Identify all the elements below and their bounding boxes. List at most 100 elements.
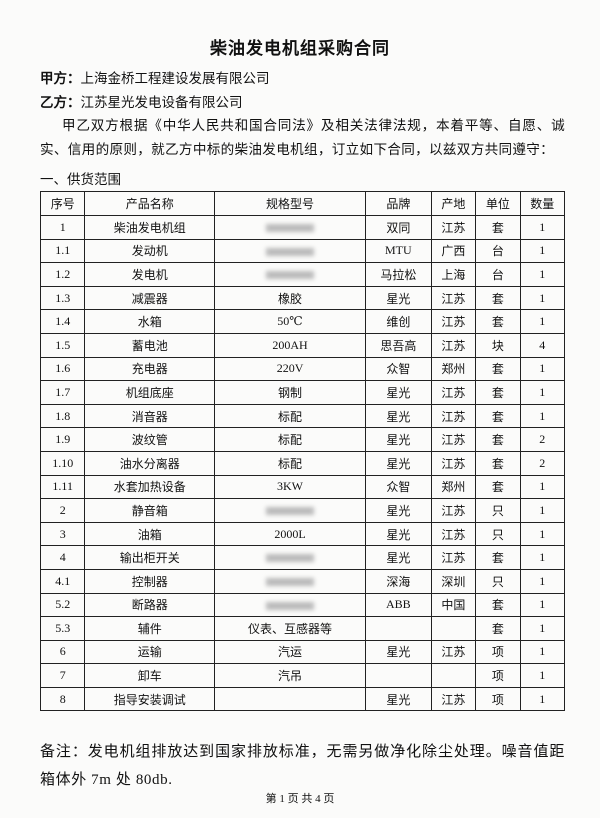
table-cell: 1 [519, 403, 566, 429]
table-cell: 1 [519, 356, 566, 382]
table-cell: 1 [519, 215, 566, 240]
table-cell: 套 [475, 616, 521, 641]
table-cell [214, 592, 366, 618]
table-cell: 200AH [214, 332, 366, 358]
table-cell: 江苏 [430, 450, 477, 476]
table-cell: 星光 [365, 427, 432, 452]
table-cell [214, 686, 366, 712]
table-cell: 台 [475, 238, 521, 264]
table-cell: 星光 [365, 545, 432, 570]
table-cell: 江苏 [430, 639, 477, 665]
table-cell: 星光 [365, 498, 432, 523]
column-header: 规格型号 [214, 191, 366, 216]
table-cell: 1.1 [39, 238, 86, 264]
table-cell: 套 [475, 215, 521, 240]
table-cell: 上海 [430, 262, 477, 287]
table-cell: 项 [475, 686, 521, 712]
section-heading: 一、供货范围 [40, 172, 121, 187]
table-cell: 项 [475, 663, 521, 688]
table-cell: 江苏 [430, 545, 477, 570]
doc-title: 柴油发电机组采购合同 [210, 39, 390, 58]
table-cell [365, 616, 432, 641]
table-cell [430, 616, 477, 641]
table-cell: 2 [519, 427, 566, 452]
table-cell: 减震器 [84, 285, 216, 311]
table-cell: 只 [475, 568, 521, 594]
table-cell [214, 568, 366, 594]
table-row: 1.10 油水分离器 标配 星光 江苏套 2 [39, 450, 566, 476]
table-cell: 江苏 [430, 521, 477, 547]
table-cell: 5.3 [39, 616, 86, 641]
table-cell: 套 [475, 285, 521, 311]
table-cell: 1 [519, 309, 566, 334]
supply-table: 序号 产品名称 规格型号 品牌 产地 单位 数量 1 柴油发电机组 双同 江苏套 1 1.1 发动机 MTU… [39, 191, 566, 712]
table-cell: 星光 [365, 403, 432, 429]
table-row: 1.5 蓄电池 200AH 思吾高 江苏块 4 [39, 332, 566, 358]
table-row: 5.2 断路器 ABB 中国套 1 [39, 592, 566, 618]
table-cell: 4 [39, 545, 86, 570]
table-row: 1.4 水箱 50℃ 维创 江苏套 1 [39, 309, 566, 334]
redacted-text [266, 601, 315, 610]
table-cell: 1 [519, 262, 566, 287]
table-cell: 中国 [430, 592, 477, 618]
table-cell: 江苏 [430, 686, 477, 712]
table-row: 7 卸车 汽吊 项 1 [39, 663, 566, 688]
table-cell: 1.9 [39, 427, 86, 452]
table-cell: 6 [39, 639, 86, 665]
header-row: 序号 产品名称 规格型号 品牌 产地 单位 数量 [39, 191, 566, 216]
redacted-text [266, 577, 315, 586]
table-cell: 套 [475, 545, 521, 570]
table-cell [365, 663, 432, 688]
table-cell: 输出柜开关 [84, 545, 216, 570]
table-cell: 油箱 [84, 521, 216, 547]
table-cell: 1 [519, 663, 566, 688]
table-cell: 7 [39, 663, 86, 688]
table-row: 5.3 辅件 仪表、互感器等 套 1 [39, 616, 566, 641]
table-cell: 深海 [365, 568, 432, 594]
column-header: 数量 [519, 191, 566, 216]
table-cell: 1 [519, 498, 566, 523]
page-footer: 第 1 页 共 4 页 [265, 793, 335, 805]
table-cell: 套 [475, 427, 521, 452]
table-cell: 波纹管 [84, 427, 216, 452]
table-cell: 江苏 [430, 380, 477, 405]
table-cell: 1 [519, 474, 566, 500]
table-cell: 220V [214, 356, 366, 382]
table-cell: 控制器 [84, 568, 216, 594]
table-cell: 橡胶 [214, 285, 366, 311]
table-cell: 指导安装调试 [84, 686, 216, 712]
table-cell: 江苏 [430, 309, 477, 334]
table-cell: 套 [475, 450, 521, 476]
table-cell [214, 262, 366, 287]
table-cell: 2 [519, 450, 566, 476]
table-cell: 思吾高 [365, 332, 432, 358]
table-row: 1 柴油发电机组 双同 江苏套 1 [39, 215, 566, 240]
table-cell: 消音器 [84, 403, 216, 429]
table-cell: 块 [475, 332, 521, 358]
table-cell: 标配 [214, 450, 366, 476]
table-cell: 江苏 [430, 498, 477, 523]
party-label: 甲方： [40, 71, 81, 86]
table-cell: 1.11 [39, 474, 86, 500]
table-cell: 江苏 [430, 427, 477, 452]
table-cell [214, 215, 366, 240]
column-header: 序号 [39, 191, 86, 216]
table-cell: 星光 [365, 686, 432, 712]
table-cell: 充电器 [84, 356, 216, 382]
table-cell: 1.3 [39, 285, 86, 311]
redacted-text [266, 224, 315, 233]
table-cell [214, 545, 366, 570]
table-cell: 2 [39, 498, 86, 523]
party-name: 上海金桥工程建设发展有限公司 [80, 71, 270, 86]
column-header: 产品名称 [84, 191, 216, 216]
table-cell: 发电机 [84, 262, 216, 287]
table-cell: 双同 [365, 215, 432, 240]
table-cell: 5.2 [39, 592, 86, 618]
intro: 甲乙双方根据《中华人民共和国合同法》及相关法律法规，本着平等、自愿、诚实、信用的… [40, 118, 565, 157]
table-cell: 江苏 [430, 285, 477, 311]
table-cell: 1.10 [39, 450, 86, 476]
table-cell: 1.4 [39, 309, 86, 334]
table-cell: 1.6 [39, 356, 86, 382]
table-cell: 1.8 [39, 403, 86, 429]
